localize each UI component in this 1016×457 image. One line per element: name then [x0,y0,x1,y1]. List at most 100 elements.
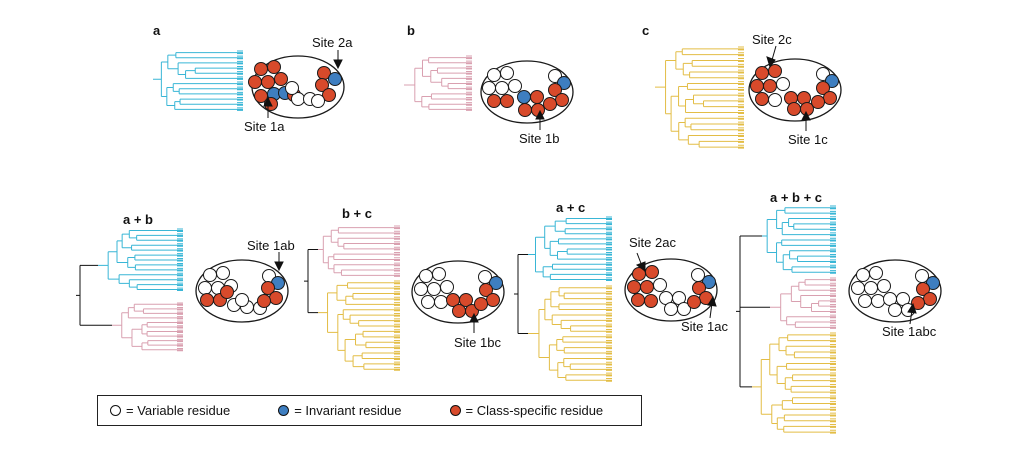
tree-bc-b [318,225,400,277]
cell-bc-residue [459,293,473,307]
arrow-head-site-2ac [635,261,646,272]
cell-a-residue [254,62,268,76]
legend-label-class-specific: = Class-specific residue [465,403,604,418]
cell-a-residue [267,60,281,74]
cell-ac-residue [664,302,678,316]
tree-abc-c [752,332,836,434]
site-label-1b: Site 1b [519,131,559,146]
cell-bc-residue [479,283,493,297]
cell-c-residue [768,64,782,78]
legend-item-class-specific: = Class-specific residue [449,403,604,418]
tree-abc-a [762,205,836,274]
cell-abc-residue [864,281,878,295]
tree-a [153,50,243,111]
trees-layer [76,46,836,434]
cell-abc-residue [923,292,937,306]
cell-ab-residue [198,281,212,295]
arrow-head-site-1bc [469,312,479,323]
cell-abc-residue [851,281,865,295]
cell-c-residue [811,95,825,109]
panel-title-b: b [407,23,415,38]
tree-bc-c [318,280,400,371]
cell-ac-residue [677,302,691,316]
legend-item-invariant: = Invariant residue [278,403,402,418]
cell-ac-residue [653,278,667,292]
legend-box: = Variable residue = Invariant residue =… [97,395,642,426]
cell-abc-residue [916,282,930,296]
cell-bc-residue [440,280,454,294]
cell-ab-residue [257,294,271,308]
tree-ac-c [528,285,612,382]
cell-b-residue [517,90,531,104]
cell-b [480,60,574,124]
arrow-head-site-1ac [707,295,717,307]
cell-ac-residue [640,280,654,294]
cell-c-residue [750,79,764,93]
cell-ac-residue [692,281,706,295]
cell-b-residue [548,83,562,97]
cell-ac-residue [644,294,658,308]
cell-ac-residue [627,280,641,294]
cell-bc-residue [421,295,435,309]
class-specific-residue-icon [449,405,461,416]
panel-title-a: a [153,23,161,38]
cell-b-residue [487,68,501,82]
site-labels [263,45,917,333]
cell-c [748,58,842,122]
cell-ab-residue [261,281,275,295]
site-label-1c: Site 1c [788,132,828,147]
variable-residue-icon [110,405,121,416]
cell-bc-residue [434,295,448,309]
residue-diagrams-layer [195,55,942,324]
cell-a-residue [315,78,329,92]
cell-c-residue [787,102,801,116]
cell-abc-residue [856,268,870,282]
panel-title-ac: a + c [556,200,585,215]
site-label-2c: Site 2c [752,32,792,47]
cell-abc-residue [869,266,883,280]
arrow-head-site-1a [263,96,273,107]
cell-a-residue [261,75,275,89]
cell-c-residue [816,81,830,95]
cell-ab-residue [216,266,230,280]
cell-b-residue [487,94,501,108]
cell-b-residue [518,103,532,117]
cell-c-residue [755,66,769,80]
cell-b-residue [482,81,496,95]
cell-b-residue [500,66,514,80]
cell-bc-residue [432,267,446,281]
cell-ac-residue [631,293,645,307]
cell-abc-residue [911,296,925,310]
arrow-head-site-1b [535,109,545,120]
cell-ab-residue [220,285,234,299]
cell-bc-residue [489,276,503,290]
cell-b-residue [495,81,509,95]
cell-abc-residue [871,294,885,308]
cell-abc-residue [888,303,902,317]
cell-b-residue [508,79,522,93]
legend-label-invariant: = Invariant residue [294,403,402,418]
arrow-head-site-2c [766,56,776,69]
arrow-head-site-1abc [907,302,917,314]
cell-ac-residue [645,265,659,279]
cell-a-residue [322,88,336,102]
panel-title-bc: b + c [342,206,372,221]
cell-b-residue [555,93,569,107]
cell-b-residue [530,90,544,104]
cell-ac-residue [687,295,701,309]
cell-b-residue [543,97,557,111]
site-label-1abc: Site 1abc [882,324,937,339]
cell-a-residue [248,75,262,89]
arrow-site-2c [771,45,777,61]
cell-ab-residue [269,291,283,305]
cell-ab-residue [200,293,214,307]
arrow-head-site-2a [333,59,343,70]
site-label-1bc: Site 1bc [454,335,501,350]
site-label-2a: Site 2a [312,35,353,50]
site-label-2ac: Site 2ac [629,235,676,250]
cell-a [248,55,345,119]
tree-ab-root [76,264,112,326]
cell-c-residue [776,77,790,91]
panel-title-c: c [642,23,649,38]
